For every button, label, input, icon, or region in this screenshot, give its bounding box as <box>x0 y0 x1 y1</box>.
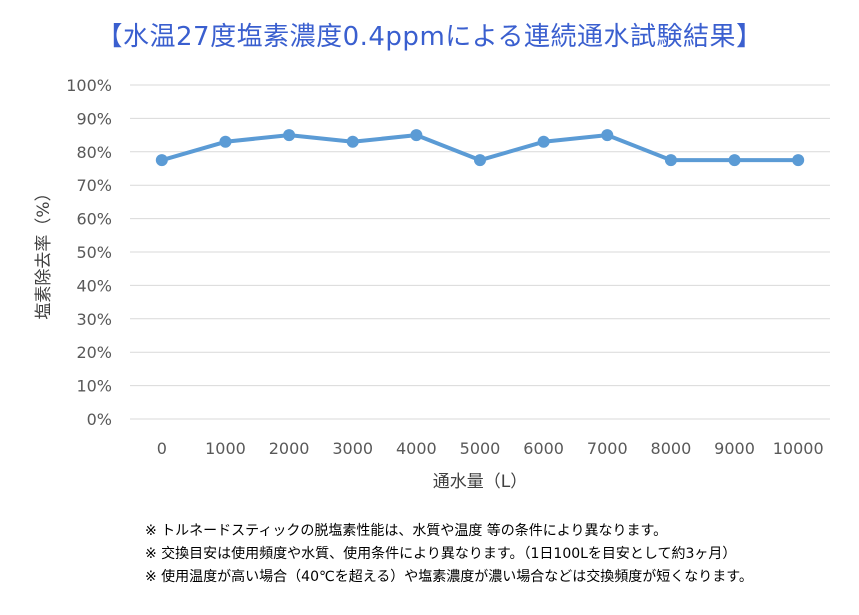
x-tick-label: 9000 <box>714 439 755 458</box>
y-tick-label: 90% <box>76 109 112 128</box>
data-point <box>283 129 296 142</box>
x-tick-label: 5000 <box>460 439 501 458</box>
y-tick-label: 0% <box>87 410 112 429</box>
footnote: ※ 使用温度が高い場合（40℃を超える）や塩素濃度が濃い場合などは交換頻度が短く… <box>145 569 753 585</box>
y-tick-label: 60% <box>76 210 112 229</box>
data-point <box>410 129 423 142</box>
data-point <box>664 154 677 167</box>
y-tick-label: 10% <box>76 377 112 396</box>
x-tick-label: 10000 <box>773 439 824 458</box>
x-tick-label: 2000 <box>269 439 310 458</box>
x-tick-label: 7000 <box>587 439 628 458</box>
data-point <box>792 154 805 167</box>
data-point <box>728 154 741 167</box>
x-axis-label: 通水量（L） <box>433 472 527 492</box>
y-tick-label: 50% <box>76 243 112 262</box>
footnote: ※ トルネードスティックの脱塩素性能は、水質や温度 等の条件により異なります。 <box>145 523 668 539</box>
y-tick-label: 80% <box>76 143 112 162</box>
x-tick-label: 6000 <box>523 439 564 458</box>
x-tick-label: 0 <box>157 439 167 458</box>
x-tick-label: 4000 <box>396 439 437 458</box>
y-tick-label: 100% <box>66 76 112 95</box>
y-tick-label: 70% <box>76 176 112 195</box>
y-tick-label: 40% <box>76 276 112 295</box>
data-point <box>346 135 359 148</box>
x-tick-label: 8000 <box>651 439 692 458</box>
data-point <box>537 135 550 148</box>
x-axis-ticks: 0 1000 2000 3000 4000 5000 6000 7000 8000 9000 100… <box>157 439 824 458</box>
data-point <box>601 129 614 142</box>
x-tick-label: 3000 <box>332 439 373 458</box>
footnote: ※ 交換目安は使用頻度や水質、使用条件により異なります。（1日100Lを目安とし… <box>145 546 737 562</box>
x-tick-label: 1000 <box>205 439 246 458</box>
footnotes: ※ トルネードスティックの脱塩素性能は、水質や温度 等の条件により異なります。 … <box>145 520 845 589</box>
data-point <box>474 154 486 167</box>
chart-title: 【水温27度塩素濃度0.4ppmによる連続通水試験結果】 <box>96 22 763 52</box>
data-point <box>155 154 168 167</box>
y-axis-label: 塩素除去率（%） <box>34 184 54 319</box>
data-point <box>219 135 232 148</box>
y-tick-label: 20% <box>76 343 112 362</box>
y-tick-label: 30% <box>76 310 112 329</box>
gridlines <box>130 84 830 420</box>
y-axis-ticks: 0% 10% 20% 30% 40% 50% 60% 70% 80% 90% 100% <box>66 76 112 429</box>
series-layer <box>155 129 805 167</box>
